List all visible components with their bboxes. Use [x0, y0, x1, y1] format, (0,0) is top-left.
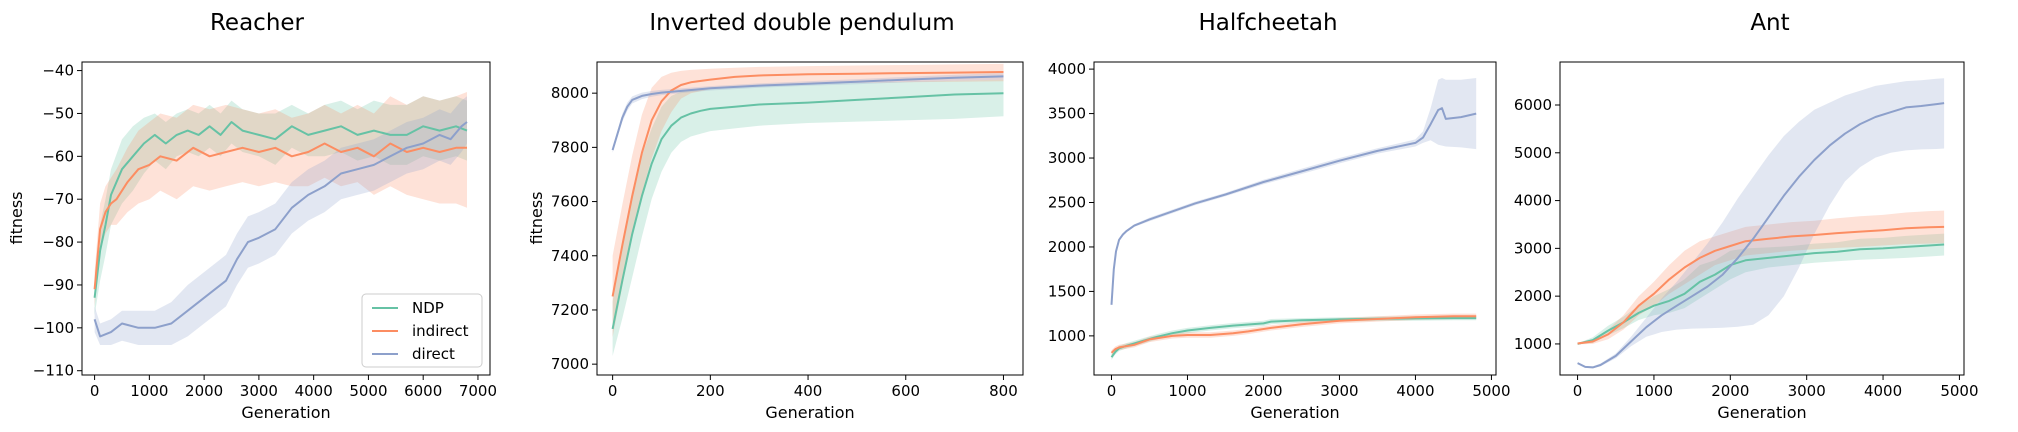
y-axis-label: fitness: [7, 191, 26, 244]
x-tick-label: 1000: [130, 382, 168, 400]
x-tick-label: 0: [608, 382, 618, 400]
plot-frame: [1093, 61, 1497, 376]
y-tick-label: −110: [33, 362, 74, 380]
x-tick-label: 0: [1573, 382, 1583, 400]
y-tick-label: −70: [42, 190, 74, 208]
y-tick-label: 1000: [1514, 335, 1552, 353]
y-tick-label: −50: [42, 104, 74, 122]
x-tick-label: 4000: [295, 382, 333, 400]
y-tick-label: 3500: [1048, 105, 1086, 123]
x-tick-label: 3000: [1788, 382, 1826, 400]
plot-area: [93, 92, 468, 345]
x-tick-label: 800: [989, 382, 1018, 400]
plot-frame: [596, 61, 1024, 376]
band-indirect: [1577, 210, 1945, 345]
y-tick-label: −60: [42, 147, 74, 165]
x-tick-label: 5000: [1472, 382, 1510, 400]
series-line-direct: [93, 121, 468, 338]
chart-title: Inverted double pendulum: [649, 10, 954, 36]
x-tick-label: 0: [1107, 382, 1117, 400]
subplot-halfcheetah: Halfcheetah Generation 0 1000 2000 3000 4000…: [1048, 10, 1511, 422]
y-axis-label: fitness: [527, 191, 546, 244]
x-tick-label: 2000: [1711, 382, 1749, 400]
series-line-NDP: [611, 92, 1004, 330]
x-tick-label: 2000: [1244, 382, 1282, 400]
x-tick-label: 600: [891, 382, 920, 400]
x-tick-label: 2000: [185, 382, 223, 400]
y-tick-label: 1500: [1048, 282, 1086, 300]
band-indirect: [612, 63, 1004, 338]
y-tick-label: −90: [42, 276, 74, 294]
y-tick-label: −80: [42, 233, 74, 251]
series-line-indirect: [93, 142, 467, 290]
legend-label-direct: direct: [412, 345, 455, 363]
x-tick-label: 4000: [1396, 382, 1434, 400]
band-indirect: [94, 92, 467, 307]
y-tick-label: 2000: [1514, 287, 1552, 305]
chart-title: Reacher: [210, 10, 305, 36]
y-tick-label: 1000: [1048, 327, 1086, 345]
series-line-direct: [1577, 102, 1945, 369]
plot-area: [611, 63, 1004, 356]
series-line-indirect: [611, 71, 1004, 297]
x-axis-label: Generation: [1717, 403, 1806, 422]
x-tick-label: 3000: [240, 382, 278, 400]
x-tick-label: 7000: [459, 382, 497, 400]
y-tick-label: 3000: [1048, 149, 1086, 167]
x-tick-label: 6000: [404, 382, 442, 400]
legend-label-indirect: indirect: [412, 322, 469, 340]
x-tick-label: 5000: [1940, 382, 1978, 400]
plot-area: [1577, 78, 1945, 369]
y-tick-label: 7400: [551, 247, 589, 265]
x-axis-label: Generation: [1250, 403, 1339, 422]
series-line-indirect: [1110, 315, 1477, 354]
subplot-inverted-double-pendulum: Inverted double pendulum Generation fitn…: [527, 10, 1024, 422]
x-axis-label: Generation: [241, 403, 330, 422]
y-tick-label: 2000: [1048, 238, 1086, 256]
series-line-direct: [611, 75, 1004, 151]
x-axis-label: Generation: [765, 403, 854, 422]
y-tick-label: 7200: [551, 301, 589, 319]
y-tick-label: 6000: [1514, 96, 1552, 114]
series-line-NDP: [93, 121, 468, 298]
x-tick-label: 200: [696, 382, 725, 400]
y-tick-label: 4000: [1514, 192, 1552, 210]
x-tick-label: 400: [794, 382, 823, 400]
y-tick-label: 7600: [551, 193, 589, 211]
band-NDP: [1111, 315, 1477, 360]
band-direct: [1577, 78, 1945, 369]
chart-title: Halfcheetah: [1198, 10, 1337, 36]
y-tick-label: −100: [33, 319, 74, 337]
y-tick-label: 2500: [1048, 193, 1086, 211]
plot-frame: [1559, 61, 1965, 376]
y-tick-label: 8000: [551, 84, 589, 102]
legend-label-ndp: NDP: [412, 299, 444, 317]
band-NDP: [1577, 233, 1945, 345]
y-tick-label: 3000: [1514, 239, 1552, 257]
subplot-reacher: Reacher Generation fitness NDP indirect …: [7, 10, 497, 422]
band-direct: [1111, 78, 1477, 306]
x-tick-label: 0: [90, 382, 100, 400]
y-tick-label: 7000: [551, 355, 589, 373]
legend-box: [361, 293, 483, 368]
y-tick-label: 4000: [1048, 60, 1086, 78]
legend: NDP indirect direct: [361, 293, 483, 368]
y-tick-label: 7800: [551, 138, 589, 156]
y-tick-label: −40: [42, 62, 74, 80]
plot-area: [1110, 78, 1477, 360]
band-NDP: [612, 79, 1004, 356]
subplot-ant: Ant Generation 0 1000 2000 3000 4000 5000 1000…: [1514, 10, 1979, 422]
x-tick-label: 5000: [349, 382, 387, 400]
series-line-direct: [1110, 107, 1477, 305]
y-tick-label: 5000: [1514, 144, 1552, 162]
x-tick-label: 1000: [1635, 382, 1673, 400]
x-tick-label: 4000: [1864, 382, 1902, 400]
plot-frame: [81, 61, 491, 376]
x-tick-label: 3000: [1320, 382, 1358, 400]
series-line-indirect: [1577, 225, 1945, 345]
x-tick-label: 1000: [1168, 382, 1206, 400]
chart-title: Ant: [1750, 10, 1789, 36]
